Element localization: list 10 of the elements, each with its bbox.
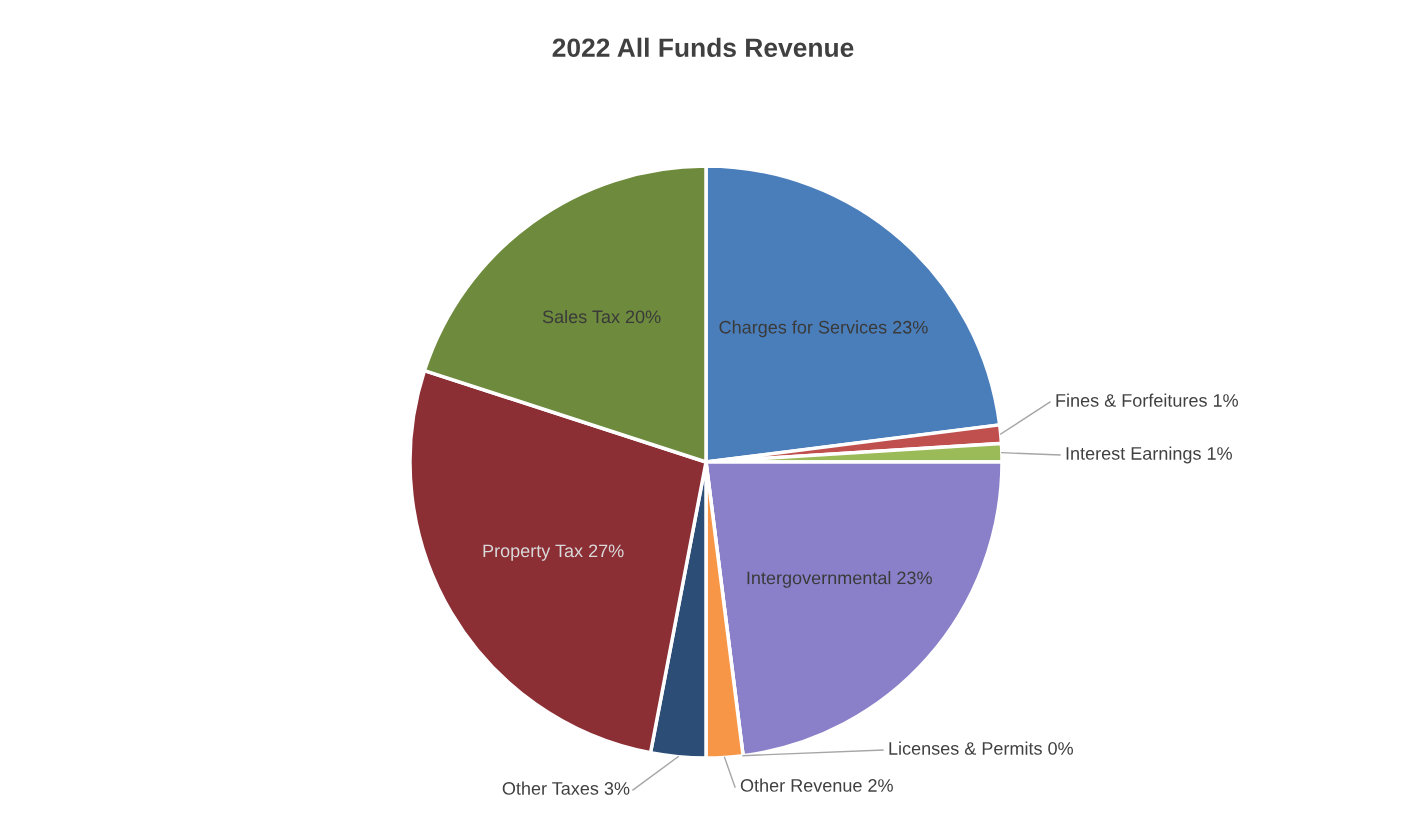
slice-label: Intergovernmental 23% <box>747 571 932 588</box>
slice-label: Charges for Services 23% <box>719 320 928 338</box>
category-label: Licenses & Permits 0% <box>889 741 1073 755</box>
slice-label: Interest Earnings 1% <box>1066 446 1232 464</box>
chart-title: 2022 All Funds Revenue <box>552 37 854 58</box>
slice-label: Fines & Forfeitures 1% <box>1056 393 1238 407</box>
slice-label: Other Revenue 2% <box>740 778 893 792</box>
slice-label: Other Taxes 3% <box>502 781 630 795</box>
slice-label: Property Tax 27% <box>483 544 624 561</box>
slice-label: Sales Tax 20% <box>542 309 661 324</box>
